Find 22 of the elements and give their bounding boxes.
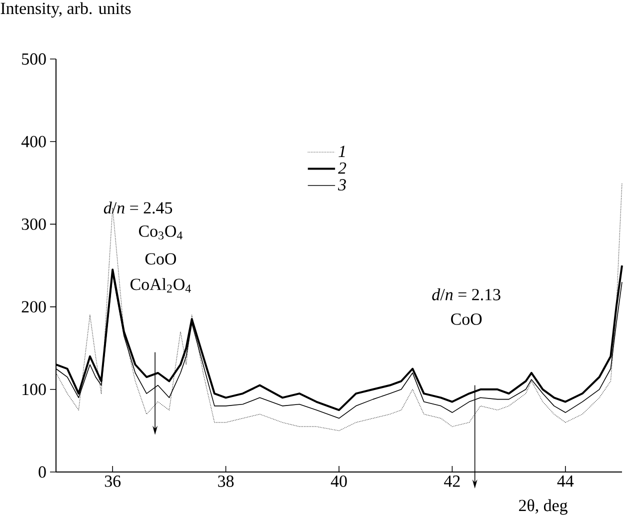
annotation: Co$_{3}$O$_{4}$: [138, 226, 182, 240]
x-tick-label: 42: [444, 476, 460, 487]
annotation: CoO: [145, 253, 176, 265]
legend-label: 3: [338, 179, 346, 191]
y-tick-label: 0: [38, 466, 46, 478]
x-tick-label: 38: [218, 476, 234, 487]
x-tick-label: 40: [330, 476, 347, 487]
legend-label: 1: [338, 146, 345, 157]
annotation: CoAl$_{2}$O$_{4}$: [130, 278, 191, 292]
x-axis-title: 2θ, deg: [519, 499, 568, 515]
x-tick-label: 44: [557, 476, 574, 487]
y-tick-label: 400: [21, 136, 46, 148]
y-tick-label: 500: [22, 53, 46, 65]
legend-label: 2: [338, 162, 346, 174]
x-tick-label: 36: [104, 476, 121, 487]
y-tick-label: 100: [22, 384, 46, 396]
annotation: d/n = 2.13: [432, 288, 500, 300]
y-tick-label: 200: [22, 301, 46, 313]
y-tick-label: 300: [22, 218, 46, 230]
y-axis-title: Intensity, arb. units: [0, 2, 131, 18]
annotation: CoO: [451, 313, 482, 325]
annotation: d/n = 2.45: [104, 202, 172, 214]
